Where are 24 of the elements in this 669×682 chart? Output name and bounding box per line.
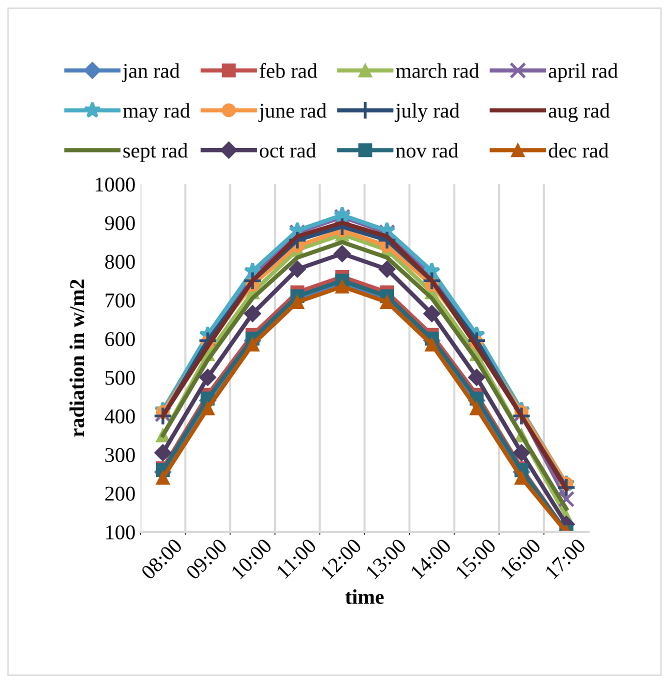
legend-label: dec rad	[548, 143, 609, 158]
y-tick-label: 500	[106, 370, 135, 385]
legend-label: jan rad	[122, 63, 180, 82]
legend-label: april rad	[548, 63, 618, 82]
legend-label: july rad	[394, 103, 460, 122]
legend-label: march rad	[396, 63, 480, 78]
legend-label: feb rad	[260, 63, 318, 78]
y-tick-label: 400	[104, 409, 135, 424]
y-tick-label: 600	[105, 332, 135, 346]
y-tick-label: 900	[105, 216, 135, 230]
y-axis-title: radiation in w/m2	[70, 280, 84, 437]
legend-label: sept rad	[123, 143, 188, 162]
y-tick-label: 300	[105, 448, 135, 462]
y-tick-label: 100	[106, 525, 135, 540]
y-tick-label: 700	[106, 293, 135, 308]
y-tick-label: 200	[105, 486, 135, 501]
y-tick-label: 1000	[96, 178, 135, 192]
legend-label: june rad	[258, 103, 326, 122]
legend-label: may rad	[123, 103, 190, 122]
x-axis-title: time	[345, 589, 384, 604]
legend-label: aug rad	[548, 103, 610, 122]
y-tick-label: 800	[105, 254, 135, 269]
legend-label: nov rad	[396, 143, 458, 158]
legend-label: oct rad	[260, 142, 316, 158]
